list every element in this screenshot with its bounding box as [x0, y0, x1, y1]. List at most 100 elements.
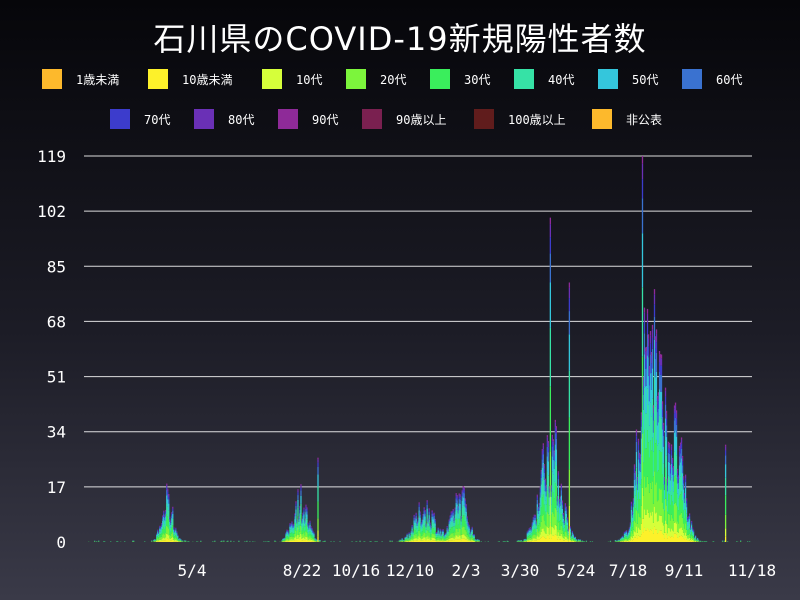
bar-segment	[629, 522, 632, 524]
bar-segment	[166, 490, 168, 496]
bar-segment	[628, 527, 631, 529]
bar-segment	[525, 540, 527, 541]
legend-swatch	[362, 109, 382, 129]
bar-segment	[447, 541, 449, 542]
bar-segment	[303, 537, 305, 540]
bar-segment	[551, 446, 553, 457]
bar-segment	[285, 540, 287, 542]
bar-segment	[637, 473, 640, 493]
bar-segment	[161, 536, 163, 540]
x-tick-label: 3/30	[501, 561, 540, 580]
bar-segment	[163, 516, 165, 522]
bar-segment	[676, 506, 679, 522]
bar-segment	[642, 432, 645, 463]
bar-segment	[669, 466, 672, 470]
x-tick-label: 11/18	[728, 561, 776, 580]
bar-segment	[434, 523, 436, 527]
bar-segment	[644, 386, 647, 414]
bar-segment	[459, 494, 461, 496]
bar-segment	[412, 531, 414, 532]
bar-segment	[685, 513, 688, 522]
bar-segment	[653, 304, 656, 317]
bar-segment	[311, 535, 313, 539]
bar-segment	[409, 535, 411, 537]
bar-segment	[405, 537, 407, 539]
bar-segment	[420, 522, 422, 524]
bar-segment	[539, 487, 541, 490]
bar-segment	[413, 529, 415, 535]
bar-segment	[454, 539, 456, 542]
bar-segment	[635, 526, 638, 536]
bar-segment	[564, 507, 567, 511]
bar-segment	[407, 540, 409, 542]
bar-segment	[681, 455, 684, 458]
bar-segment	[455, 498, 457, 503]
bar-segment	[629, 524, 632, 527]
bar-segment	[569, 537, 572, 540]
bar-segment	[424, 511, 426, 514]
bar-segment	[667, 493, 670, 514]
bar-segment	[288, 534, 290, 536]
bar-segment	[574, 537, 577, 539]
bar-segment	[567, 529, 570, 530]
bar-segment	[684, 523, 687, 533]
bar-segment	[694, 540, 697, 542]
bar-segment	[462, 505, 464, 516]
bar-segment	[291, 532, 293, 537]
bar-segment	[573, 539, 576, 541]
bar-segment	[427, 530, 429, 536]
bar-segment	[169, 517, 171, 519]
bar-segment	[724, 464, 727, 478]
bar-segment	[524, 540, 526, 541]
bar-segment	[178, 539, 180, 541]
bar-segment	[557, 532, 560, 538]
bar-segment	[630, 509, 633, 516]
bar-segment	[644, 530, 647, 542]
bar-segment	[412, 531, 414, 533]
bar-segment	[172, 513, 174, 519]
bar-segment	[542, 494, 544, 515]
bar-segment	[672, 531, 675, 538]
bar-segment	[433, 522, 435, 528]
bar-segment	[437, 527, 439, 529]
bar-segment	[534, 515, 536, 517]
bar-segment	[439, 530, 441, 532]
bar-segment	[471, 527, 473, 529]
bar-segment	[157, 532, 159, 534]
bar-segment	[427, 540, 429, 542]
bar-segment	[527, 541, 529, 542]
x-tick-label: 12/10	[386, 561, 434, 580]
bar-segment	[548, 492, 550, 498]
bar-segment	[623, 532, 626, 534]
bar-segment	[431, 516, 433, 522]
bar-segment	[470, 538, 472, 541]
bar-segment	[645, 514, 648, 531]
bar-segment	[416, 525, 418, 529]
bar-segment	[301, 521, 303, 524]
bar-segment	[455, 535, 457, 540]
bar-segment	[553, 460, 555, 469]
bar-segment	[669, 520, 672, 532]
bar-segment	[670, 444, 673, 447]
bar-segment	[625, 530, 628, 532]
bar-segment	[179, 539, 181, 541]
bar-segment	[160, 537, 162, 540]
bar-segment	[539, 486, 541, 488]
bar-segment	[675, 410, 678, 413]
bar-segment	[174, 538, 176, 541]
bar-segment	[656, 501, 659, 522]
bar-segment	[286, 541, 288, 542]
bar-segment	[307, 529, 309, 533]
bar-segment	[415, 533, 417, 538]
bar-segment	[724, 455, 727, 465]
bar-segment	[673, 451, 676, 477]
bar-segment	[180, 539, 182, 541]
bar-segment	[619, 538, 622, 540]
bar-segment	[535, 525, 537, 529]
bar-segment	[299, 506, 301, 509]
bar-segment	[553, 455, 555, 461]
bar-segment	[634, 522, 637, 533]
bar-segment	[681, 517, 684, 530]
bar-segment	[675, 455, 678, 479]
bar-segment	[641, 156, 644, 164]
